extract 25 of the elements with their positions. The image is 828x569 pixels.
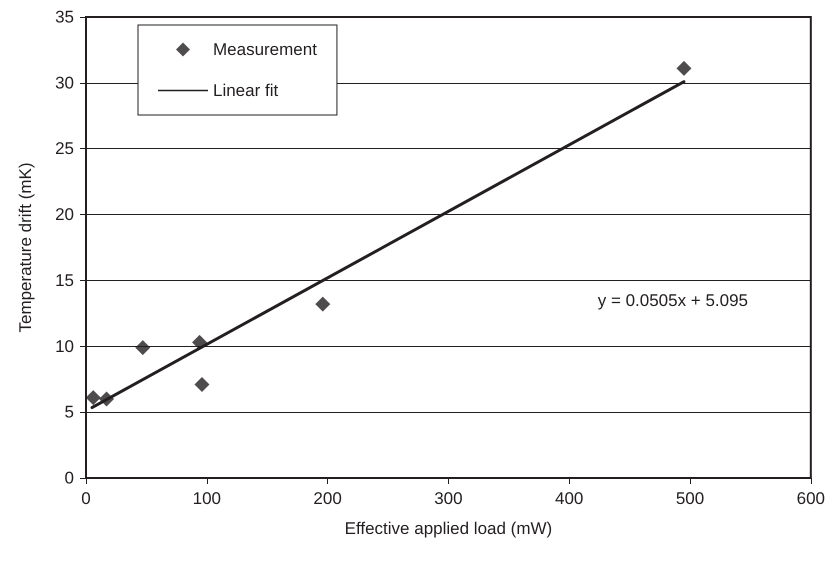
y-tick-label: 10 bbox=[55, 336, 74, 356]
point bbox=[135, 340, 150, 356]
point bbox=[86, 390, 101, 406]
x-tick-label: 600 bbox=[796, 489, 826, 508]
y-tick-label: 25 bbox=[55, 139, 74, 158]
legend-label: Measurement bbox=[213, 40, 318, 59]
y-axis-title: Temperature drift (mK) bbox=[16, 162, 35, 333]
y-tick-label: 20 bbox=[55, 205, 74, 224]
point bbox=[315, 296, 330, 312]
x-tick-label: 100 bbox=[192, 489, 221, 508]
x-tick-label: 200 bbox=[313, 489, 342, 508]
y-tick-label: 5 bbox=[64, 402, 74, 422]
x-tick-label: 300 bbox=[434, 489, 463, 508]
x-axis-title: Effective applied load (mW) bbox=[344, 519, 552, 538]
y-tick-label: 35 bbox=[55, 8, 74, 26]
annotation: y = 0.0505x + 5.095 bbox=[598, 291, 748, 310]
y-tick-label: 15 bbox=[55, 270, 74, 290]
legend-label: Linear fit bbox=[213, 81, 278, 100]
point bbox=[194, 376, 210, 392]
x-tick-label: 500 bbox=[676, 489, 704, 508]
y-tick-label: 0 bbox=[64, 468, 74, 488]
x-tick-label: 0 bbox=[81, 489, 91, 508]
x-tick-label: 400 bbox=[555, 489, 584, 508]
point bbox=[676, 60, 692, 76]
y-tick-label: 30 bbox=[55, 73, 74, 92]
